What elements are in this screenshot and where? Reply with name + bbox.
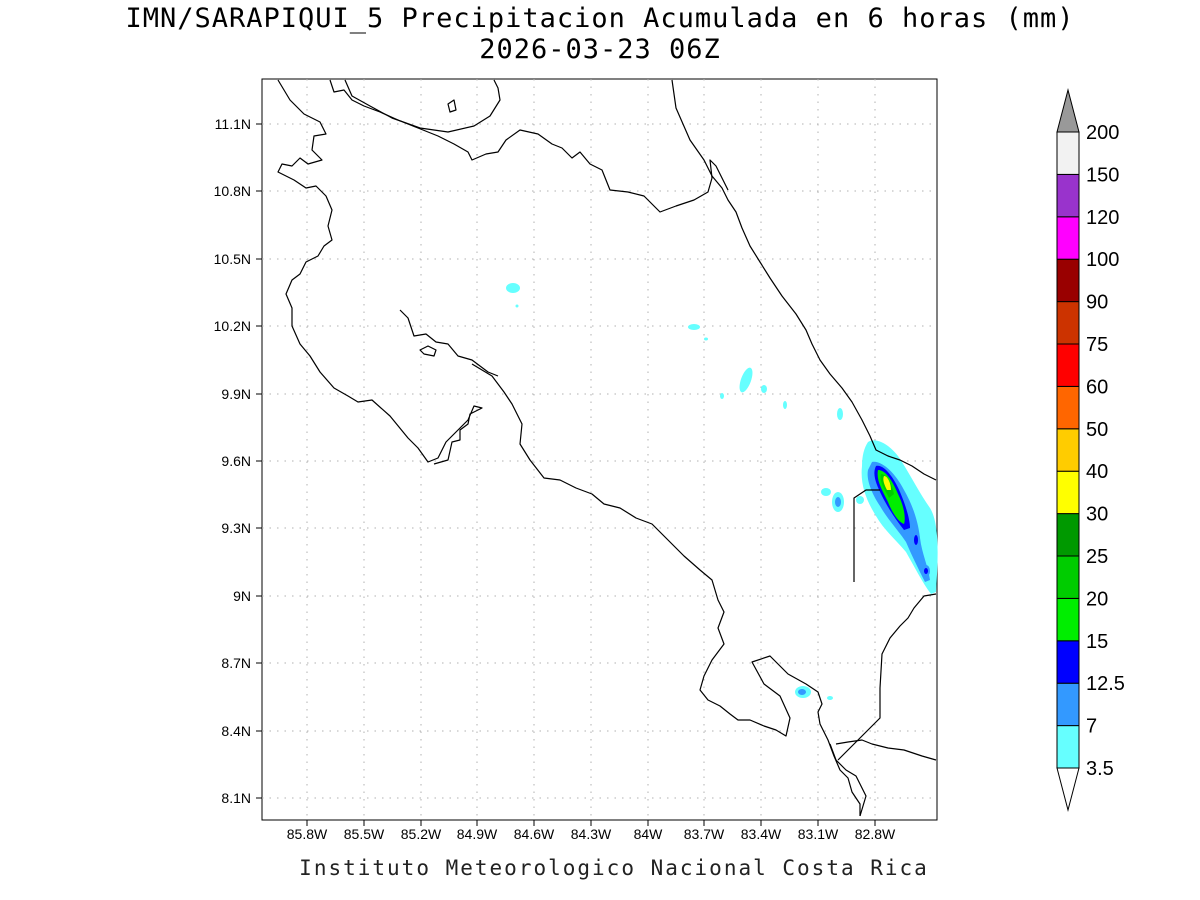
longitude-axis: 85.8W 85.5W 85.2W 84.9W 84.6W 84.3W 84W 83.7W 83…: [287, 826, 896, 842]
map-frame: [261, 78, 938, 821]
gulf-of-nicoya: [399, 309, 499, 377]
lon-label: 83.1W: [798, 826, 839, 842]
lat-label: 11.1N: [215, 116, 251, 132]
colorbar-swatch: [1056, 385, 1080, 430]
institution-footer: Instituto Meteorologico Nacional Costa R…: [299, 856, 929, 880]
colorbar-swatch: [1056, 343, 1080, 387]
colorbar-label: 90: [1086, 292, 1108, 314]
nicaragua-coast: [277, 79, 483, 465]
colorbar-swatch: [1056, 301, 1080, 345]
lon-label: 85.2W: [401, 826, 442, 842]
colorbar-swatch: [1056, 640, 1080, 684]
precip-area-3-5mm: [783, 401, 787, 409]
golfo-dulce: [837, 593, 937, 761]
colorbar-swatch: [1056, 513, 1080, 557]
colorbar-swatch: [1056, 131, 1080, 175]
precip-area-7mm: [835, 497, 841, 507]
precip-area-3-5mm: [688, 324, 700, 330]
lon-label: 84.9W: [457, 826, 498, 842]
colorbar-under-arrow: [1056, 767, 1080, 812]
colorbar-label: 60: [1086, 376, 1108, 398]
colorbar-label: 120: [1086, 207, 1119, 229]
colorbar-label: 200: [1086, 122, 1119, 144]
panama-border: [853, 489, 880, 582]
colorbar-label: 20: [1086, 588, 1108, 610]
colorbar-label: 12.5: [1086, 673, 1125, 695]
isla-del-cano-area: [829, 743, 867, 817]
lat-label: 9.9N: [221, 386, 251, 402]
colorbar-label: 75: [1086, 334, 1108, 356]
precip-area-3-5mm: [506, 283, 520, 293]
colorbar-label: 7: [1086, 716, 1097, 738]
colorbar-swatch: [1056, 258, 1080, 303]
precip-area-3-5mm: [856, 496, 864, 504]
colorbar-label: 40: [1086, 461, 1108, 483]
axis-ticks: [256, 123, 876, 826]
lat-label: 8.1N: [221, 790, 251, 806]
lat-label: 8.4N: [221, 723, 251, 739]
lake-nicaragua-shore: [344, 79, 501, 133]
pacific-coast-central: [471, 363, 861, 816]
colorbar-swatch: [1056, 216, 1080, 260]
colorbar-swatch: [1056, 173, 1080, 218]
lat-label: 8.7N: [221, 655, 251, 671]
precip-area-12-5mm: [914, 535, 918, 545]
colorbar-label: 50: [1086, 419, 1108, 441]
precip-area-3-5mm: [739, 367, 753, 393]
lat-label: 10.5N: [214, 251, 251, 267]
map-subtitle: 2026-03-23 06Z: [479, 34, 721, 65]
map-grid: [262, 79, 937, 820]
colorbar-swatch: [1056, 428, 1080, 472]
lon-label: 84.6W: [514, 826, 555, 842]
precipitation-colorbar: 3.5 7 12.5 15 20 25 30 40 50 60 75 90 100 120 150 200: [1056, 88, 1125, 812]
latitude-axis: 11.1N 10.8N 10.5N 10.2N 9.9N 9.6N 9.3N 9N 8.7N 8.…: [214, 116, 251, 806]
colorbar-label: 3.5: [1086, 758, 1114, 780]
lat-label: 9.6N: [221, 453, 251, 469]
colorbar-swatch: [1056, 597, 1080, 642]
panama-coast-south: [835, 739, 937, 761]
precip-area-3-5mm: [515, 304, 519, 308]
lat-label: 10.2N: [214, 318, 251, 334]
coastline-borders: [277, 79, 937, 817]
precip-area-7mm: [798, 689, 806, 695]
precip-area-3-5mm: [720, 393, 724, 399]
colorbar-swatch: [1056, 555, 1080, 599]
lat-label: 10.8N: [214, 183, 251, 199]
precip-area-3-5mm: [827, 696, 833, 700]
colorbar-label: 15: [1086, 631, 1108, 653]
precip-area-3-5mm: [821, 488, 831, 496]
lon-label: 84W: [634, 826, 664, 842]
precip-area-3-5mm: [704, 337, 708, 341]
colorbar-swatch: [1056, 725, 1080, 769]
colorbar-label: 25: [1086, 546, 1108, 568]
precip-area-12-5mm: [924, 568, 928, 574]
lon-label: 82.8W: [855, 826, 896, 842]
lat-label: 9.3N: [221, 520, 251, 536]
chira-island: [419, 345, 437, 357]
caribbean-coast: [671, 79, 937, 481]
colorbar-label: 30: [1086, 504, 1108, 526]
lon-label: 85.5W: [344, 826, 385, 842]
colorbar-label: 150: [1086, 164, 1119, 186]
lon-label: 83.4W: [741, 826, 782, 842]
colorbar-over-arrow: [1056, 88, 1080, 133]
lon-label: 83.7W: [684, 826, 725, 842]
colorbar-swatch: [1056, 470, 1080, 515]
map-title: IMN/SARAPIQUI_5 Precipitacion Acumulada …: [125, 3, 1075, 34]
precip-area-3-5mm: [837, 408, 843, 420]
ometepe-island: [447, 99, 457, 113]
precip-area-3-5mm: [761, 385, 767, 393]
colorbar-label: 100: [1086, 249, 1119, 271]
precipitation-field: [506, 283, 938, 700]
lat-label: 9N: [233, 588, 251, 604]
lon-label: 84.3W: [571, 826, 612, 842]
lon-label: 85.8W: [287, 826, 328, 842]
precip-area-30mm: [883, 476, 891, 490]
colorbar-swatch: [1056, 682, 1080, 727]
